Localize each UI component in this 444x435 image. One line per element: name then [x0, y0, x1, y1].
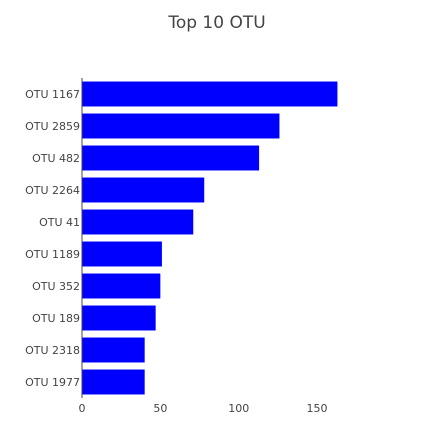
x-axis-tick-labels: 0 50 100 150 [79, 402, 328, 415]
bar-otu-189 [82, 305, 156, 331]
bars-group [82, 81, 338, 395]
bar-otu-41 [82, 209, 194, 235]
y-tick-label: OTU 2318 [25, 344, 80, 357]
bar-otu-2264 [82, 177, 205, 203]
bar-otu-2859 [82, 113, 280, 139]
x-tick-label: 50 [153, 402, 167, 415]
y-tick-label: OTU 189 [32, 312, 80, 325]
bar-otu-1977 [82, 369, 145, 395]
bar-otu-1189 [82, 241, 162, 267]
bar-otu-2318 [82, 337, 145, 363]
x-tick-label: 100 [228, 402, 249, 415]
x-tick-label: 150 [307, 402, 328, 415]
y-tick-label: OTU 2859 [25, 120, 80, 133]
y-tick-label: OTU 2264 [25, 184, 80, 197]
y-tick-label: OTU 1977 [25, 376, 80, 389]
bar-otu-482 [82, 145, 260, 171]
y-axis-tick-labels: OTU 1167 OTU 2859 OTU 482 OTU 2264 OTU 41 OTU… [25, 88, 80, 389]
bar-otu-1167 [82, 81, 338, 107]
y-tick-label: OTU 1167 [25, 88, 80, 101]
y-tick-label: OTU 352 [32, 280, 80, 293]
y-tick-label: OTU 41 [39, 216, 80, 229]
y-tick-label: OTU 482 [32, 152, 80, 165]
x-tick-label: 0 [79, 402, 86, 415]
y-tick-label: OTU 1189 [25, 248, 80, 261]
bar-otu-352 [82, 273, 161, 299]
chart-title: Top 10 OTU [167, 13, 265, 33]
